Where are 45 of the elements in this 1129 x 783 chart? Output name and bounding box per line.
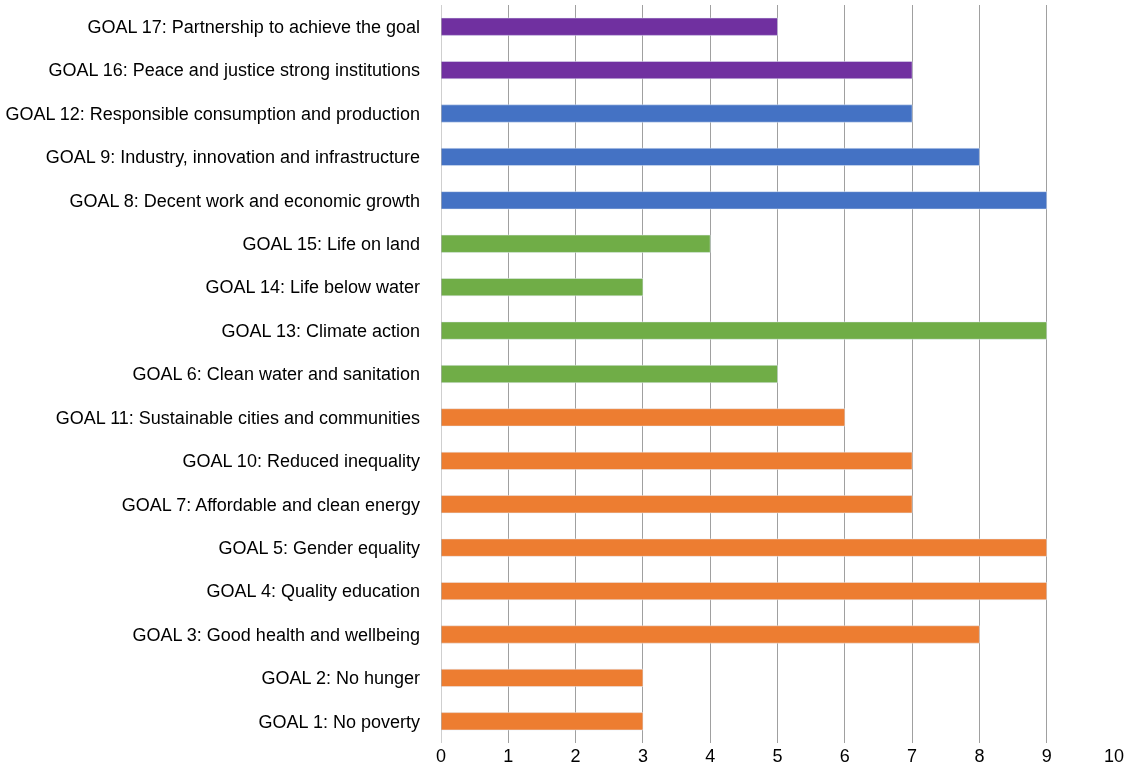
- y-tick-label: GOAL 9: Industry, innovation and infrastructure: [45, 147, 420, 168]
- bar: [441, 668, 644, 687]
- bar: [441, 104, 913, 123]
- bar: [441, 495, 913, 514]
- x-tick-label: 10: [1103, 746, 1125, 766]
- y-tick-label: GOAL 11: Sustainable cities and communities: [55, 407, 420, 428]
- bar: [441, 61, 913, 80]
- y-tick-label: GOAL 17: Partnership to achieve the goal: [87, 17, 420, 38]
- bar: [441, 278, 644, 297]
- bar: [441, 625, 980, 644]
- bar: [441, 712, 644, 731]
- y-tick-label: GOAL 16: Peace and justice strong institutions: [48, 60, 420, 81]
- x-tick-label: 8: [974, 746, 985, 766]
- bar: [441, 17, 778, 36]
- y-tick-label: GOAL 4: Quality education: [206, 581, 420, 602]
- bar: [441, 451, 913, 470]
- y-tick-label: GOAL 13: Climate action: [221, 320, 420, 341]
- bar: [441, 582, 1047, 600]
- y-tick-label: GOAL 8: Decent work and economic growth: [69, 190, 420, 211]
- y-tick-label: GOAL 6: Clean water and sanitation: [132, 364, 420, 385]
- bar: [441, 321, 1047, 340]
- x-tick-label: 7: [907, 746, 918, 766]
- x-tick-label: 6: [839, 746, 850, 766]
- bar: [441, 365, 778, 383]
- bar: [441, 538, 1047, 557]
- y-tick-label: GOAL 2: No hunger: [261, 668, 420, 689]
- x-tick-label: 1: [503, 746, 514, 766]
- y-tick-label: GOAL 14: Life below water: [205, 277, 420, 298]
- y-tick-label: GOAL 12: Responsible consumption and production: [5, 103, 420, 124]
- y-tick-label: GOAL 7: Affordable and clean energy: [121, 494, 420, 515]
- x-tick-label: 3: [637, 746, 648, 766]
- bar: [441, 408, 846, 427]
- x-tick-label: 4: [705, 746, 716, 766]
- y-tick-label: GOAL 1: No poverty: [258, 711, 420, 732]
- x-tick-label: 2: [570, 746, 581, 766]
- x-tick-label: 0: [435, 746, 447, 766]
- x-tick-label: 5: [772, 746, 783, 766]
- y-tick-label: GOAL 5: Gender equality: [218, 537, 420, 558]
- y-tick-label: GOAL 15: Life on land: [242, 234, 420, 255]
- bar: [441, 234, 711, 253]
- x-tick-label: 9: [1041, 746, 1052, 766]
- bar: [441, 191, 1047, 210]
- y-tick-label: GOAL 3: Good health and wellbeing: [132, 624, 420, 645]
- bar: [441, 148, 980, 166]
- y-tick-label: GOAL 10: Reduced inequality: [182, 451, 420, 472]
